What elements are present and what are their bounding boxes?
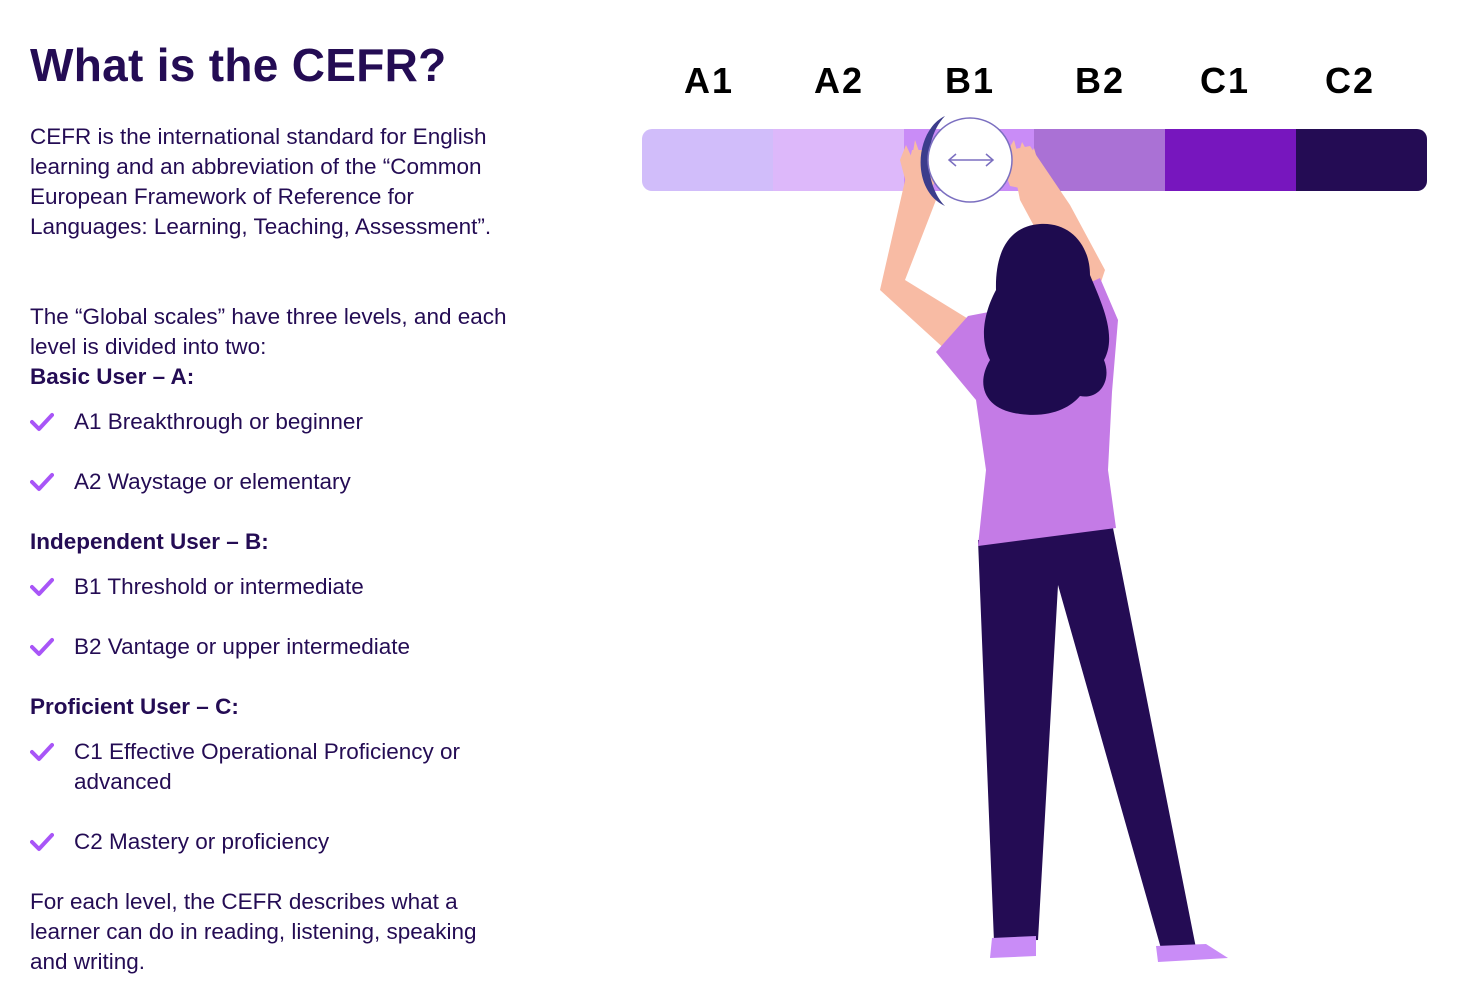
hair <box>983 223 1110 415</box>
list-item: A2 Waystage or elementary <box>30 467 510 497</box>
left-arm <box>880 150 970 352</box>
double-arrow-icon <box>947 153 995 167</box>
list-item: C2 Mastery or proficiency <box>30 827 510 857</box>
list-item: B1 Threshold or intermediate <box>30 572 510 602</box>
check-icon <box>30 473 54 491</box>
right-hand <box>1004 140 1040 190</box>
check-icon <box>30 743 54 761</box>
group-heading-independent: Independent User – B: <box>30 529 269 554</box>
page-title: What is the CEFR? <box>30 39 447 91</box>
outro-paragraph: For each level, the CEFR describes what … <box>30 889 477 974</box>
scale-label-c1: C1 <box>1199 60 1251 101</box>
check-icon <box>30 638 54 656</box>
list-item-text: B1 Threshold or intermediate <box>74 574 364 599</box>
scale-label-a2: A2 <box>813 60 865 101</box>
scale-segment-c1 <box>1165 129 1297 191</box>
list-item: C1 Effective Operational Proficiency or … <box>30 737 510 797</box>
scale-segment-c2 <box>1296 129 1427 191</box>
scale-label-b1: B1 <box>944 60 996 101</box>
scale-label-a1: A1 <box>683 60 735 101</box>
scale-segment-a1 <box>642 129 773 191</box>
cefr-scale-bar <box>642 129 1427 191</box>
list-item: A1 Breakthrough or beginner <box>30 407 510 437</box>
left-shoe <box>990 936 1036 958</box>
woman-illustration <box>880 116 1228 962</box>
list-item: B2 Vantage or upper intermediate <box>30 632 510 662</box>
list-item-text: C2 Mastery or proficiency <box>74 829 330 854</box>
list-item-text: B2 Vantage or upper intermediate <box>74 634 411 659</box>
list-item-text: C1 Effective Operational Proficiency or … <box>74 739 461 794</box>
check-icon <box>30 833 54 851</box>
list-item-text: A2 Waystage or elementary <box>74 469 351 494</box>
handle-shadow <box>920 116 945 206</box>
check-icon <box>30 413 54 431</box>
scale-segment-b2 <box>1034 129 1166 191</box>
pants <box>978 528 1196 952</box>
list-item-text: A1 Breakthrough or beginner <box>74 409 363 434</box>
scales-intro-paragraph: The “Global scales” have three levels, a… <box>30 304 507 359</box>
group-heading-proficient: Proficient User – C: <box>30 694 239 719</box>
scale-segment-a2 <box>772 129 904 191</box>
check-icon <box>30 578 54 596</box>
right-shoe <box>1156 944 1228 962</box>
intro-paragraph: CEFR is the international standard for E… <box>30 124 492 239</box>
scale-label-b2: B2 <box>1074 60 1126 101</box>
scale-label-c2: C2 <box>1324 60 1376 101</box>
group-heading-basic: Basic User – A: <box>30 364 195 389</box>
